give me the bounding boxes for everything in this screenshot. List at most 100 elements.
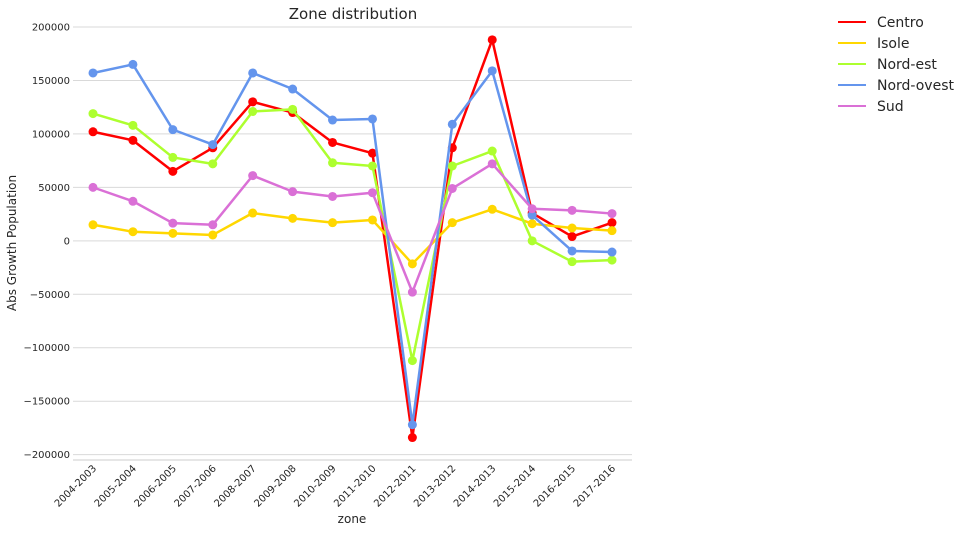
data-point: [248, 68, 258, 78]
series-nord-ovest: [88, 59, 617, 430]
data-point: [128, 59, 138, 69]
data-point: [407, 259, 417, 269]
data-point: [487, 146, 497, 156]
data-point: [168, 152, 178, 162]
data-point: [328, 218, 338, 228]
data-point: [367, 114, 377, 124]
legend-item-centro: Centro: [838, 15, 924, 31]
series-sud: [88, 159, 617, 297]
y-axis-label: Abs Growth Population: [5, 175, 19, 311]
series-line: [92, 63, 613, 426]
data-point: [208, 159, 218, 169]
data-point: [407, 420, 417, 430]
data-point: [487, 35, 497, 45]
data-point: [447, 119, 457, 129]
data-point: [248, 171, 258, 181]
y-tick-label: −200000: [23, 450, 70, 461]
series-group: [88, 35, 617, 443]
data-point: [208, 220, 218, 230]
data-point: [367, 215, 377, 225]
data-point: [88, 109, 98, 119]
legend-label: Centro: [877, 15, 924, 31]
data-point: [527, 210, 537, 220]
x-axis-label: zone: [338, 512, 367, 526]
data-point: [487, 159, 497, 169]
data-point: [88, 220, 98, 230]
data-point: [407, 287, 417, 297]
data-point: [527, 204, 537, 214]
data-point: [567, 223, 577, 233]
legend-label: Nord-est: [877, 57, 937, 73]
data-point: [407, 433, 417, 443]
data-point: [607, 226, 617, 236]
data-point: [367, 161, 377, 171]
data-point: [208, 230, 218, 240]
data-point: [447, 218, 457, 228]
y-tick-label: −150000: [23, 397, 70, 408]
data-point: [288, 84, 298, 94]
legend-item-nord-ovest: Nord-ovest: [838, 78, 955, 94]
data-point: [607, 209, 617, 219]
data-point: [447, 161, 457, 171]
series-nord-est: [88, 104, 617, 366]
y-tick-label: 200000: [32, 23, 70, 34]
data-point: [128, 135, 138, 145]
data-point: [607, 255, 617, 265]
data-point: [248, 97, 258, 107]
data-point: [288, 187, 298, 197]
y-tick-label: −100000: [23, 343, 70, 354]
data-point: [367, 148, 377, 158]
data-point: [447, 183, 457, 193]
data-point: [88, 68, 98, 78]
data-point: [487, 204, 497, 214]
data-point: [128, 227, 138, 237]
series-line: [92, 108, 613, 362]
legend-item-sud: Sud: [838, 99, 904, 115]
series-centro: [88, 35, 617, 443]
data-point: [367, 188, 377, 198]
data-point: [487, 66, 497, 76]
data-point: [567, 232, 577, 242]
data-point: [527, 219, 537, 229]
y-tick-label: 150000: [32, 76, 70, 87]
data-point: [168, 166, 178, 176]
data-point: [288, 104, 298, 114]
y-tick-label: 0: [64, 236, 70, 247]
data-point: [288, 213, 298, 223]
data-point: [208, 140, 218, 150]
x-axis-ticks: 2004-20032005-20042006-20052007-20062008…: [53, 463, 618, 509]
data-point: [328, 191, 338, 201]
series-line: [92, 162, 613, 294]
series-isole: [88, 204, 617, 269]
y-axis-ticks: 200000 150000 100000 50000 0 −50000 −100000 −15…: [23, 23, 70, 462]
data-point: [607, 247, 617, 257]
chart-title: Zone distribution: [289, 5, 417, 23]
data-point: [328, 158, 338, 168]
grid-lines: [73, 26, 632, 456]
series-line: [92, 208, 613, 266]
y-tick-label: 100000: [32, 129, 70, 140]
data-point: [567, 205, 577, 215]
data-point: [88, 182, 98, 192]
legend-item-isole: Isole: [838, 36, 910, 52]
data-point: [328, 115, 338, 125]
data-point: [567, 257, 577, 267]
data-point: [248, 208, 258, 218]
data-point: [88, 127, 98, 137]
data-point: [168, 228, 178, 238]
data-point: [607, 218, 617, 228]
y-tick-label: −50000: [30, 290, 70, 301]
legend-label: Sud: [877, 99, 904, 115]
data-point: [248, 106, 258, 116]
data-point: [128, 120, 138, 130]
legend: Centro Isole Nord-est Nord-ovest Sud: [838, 15, 955, 115]
data-point: [328, 137, 338, 147]
legend-label: Nord-ovest: [877, 78, 955, 94]
data-point: [527, 236, 537, 246]
data-point: [407, 356, 417, 366]
series-line: [92, 38, 613, 439]
data-point: [567, 246, 577, 256]
x-tick-label: 2017-2016: [572, 463, 618, 509]
data-point: [168, 125, 178, 135]
